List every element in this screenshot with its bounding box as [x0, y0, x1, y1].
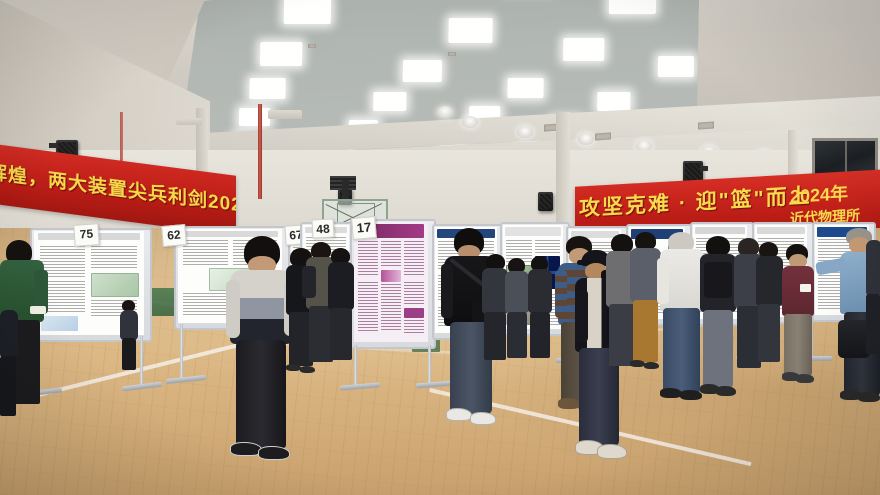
air-vent [448, 52, 456, 56]
pipe-red-secondary [120, 112, 123, 192]
downlight [462, 116, 478, 128]
poster-number-badge: 62 [161, 223, 187, 248]
air-vent [698, 121, 714, 130]
board-leg [140, 336, 143, 388]
board-leg [354, 345, 357, 387]
board-leg [180, 324, 183, 380]
air-vent [308, 44, 316, 48]
poster-number-badge: 48 [311, 218, 335, 239]
air-vent [595, 132, 611, 141]
wall-column-center [556, 112, 570, 232]
downlight [636, 140, 652, 152]
speaker-mount [49, 143, 58, 148]
pipe-red [258, 104, 262, 199]
speaker [538, 192, 553, 211]
board-foot [798, 356, 832, 361]
poster-number-badge: 17 [351, 215, 377, 241]
downlight [517, 126, 533, 138]
hoop-pole [342, 180, 349, 202]
banner-right-year: 2024年 [790, 183, 849, 207]
ceiling-duct [176, 118, 202, 125]
board-leg [428, 345, 431, 385]
luggage-bag [838, 320, 870, 358]
poster-number-badge: 75 [73, 223, 100, 247]
ceiling-duct [268, 110, 302, 119]
speaker-mount [700, 166, 708, 171]
downlight [578, 133, 594, 145]
downlight [437, 106, 453, 118]
poster-sheet [354, 222, 428, 342]
